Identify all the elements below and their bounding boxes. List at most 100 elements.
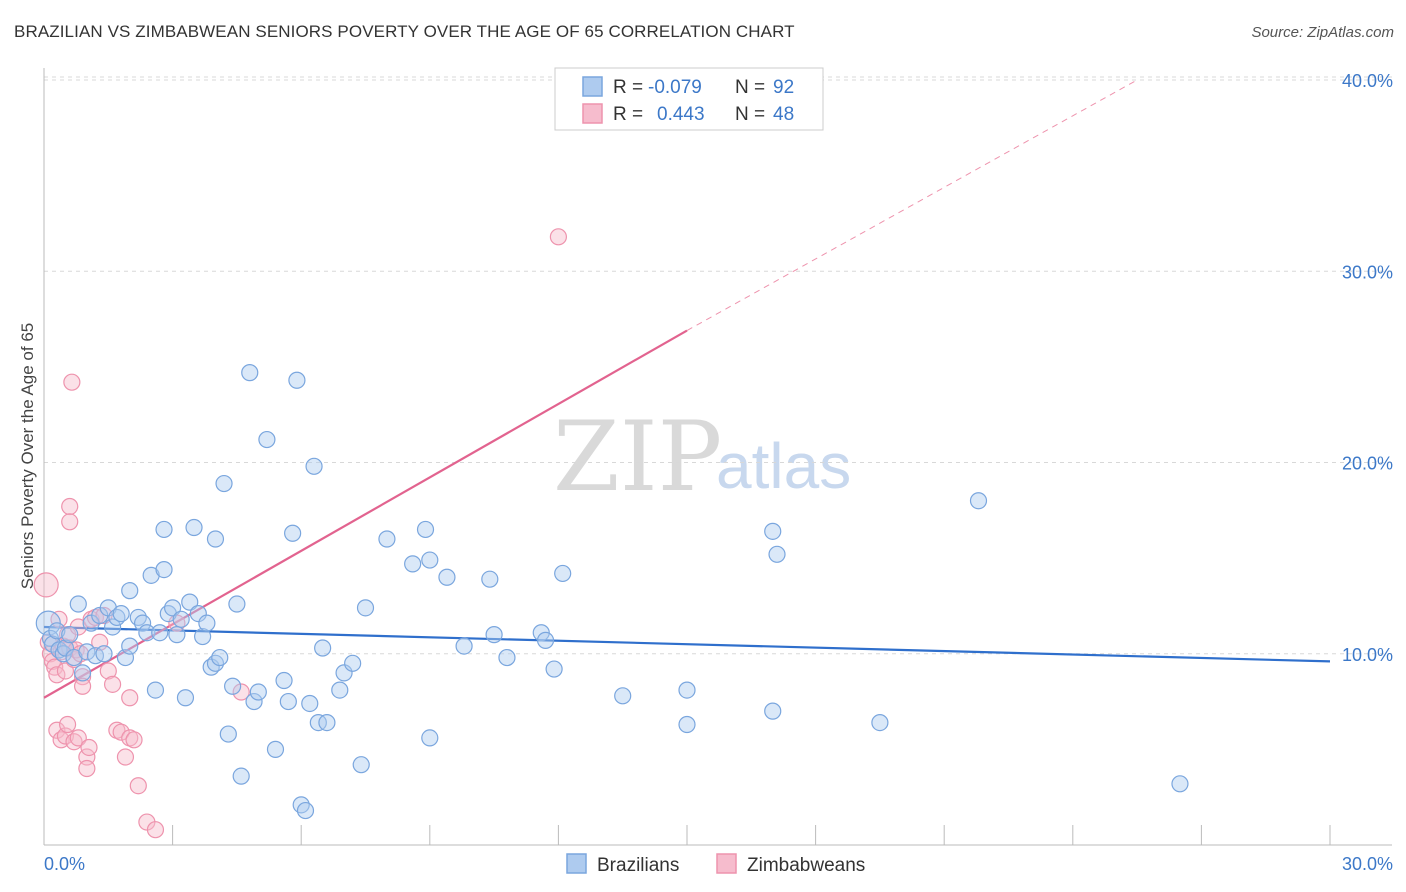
brazilians-point <box>194 627 212 646</box>
brazilians-point <box>356 599 375 617</box>
zimbabweans-point <box>146 821 165 839</box>
brazilians-point <box>95 645 113 663</box>
brazilians-point <box>176 689 195 707</box>
y-tick-label: 30.0% <box>1342 262 1393 282</box>
legend-r-label-2: R = <box>613 104 643 125</box>
brazilians-point <box>258 430 276 449</box>
brazilians-point <box>614 687 632 705</box>
brazilians-points <box>35 364 1189 820</box>
legend-swatch-zimbabweans <box>582 103 603 124</box>
brazilians-point <box>421 729 439 747</box>
brazilians-point <box>219 725 237 743</box>
brazilians-point <box>172 610 190 628</box>
zimbabweans-point <box>73 677 92 695</box>
brazilians-point <box>301 694 319 713</box>
bottom-legend-swatch-brazilians <box>566 853 587 874</box>
brazilians-point <box>438 568 456 586</box>
brazilians-point <box>206 530 225 548</box>
legend-swatch-brazilians <box>582 76 603 97</box>
x-tick-label: 0.0% <box>44 854 85 874</box>
brazilians-point <box>764 522 782 540</box>
brazilians-point <box>284 524 302 542</box>
legend-n-value-2: 48 <box>773 104 794 125</box>
bottom-legend: Brazilians Zimbabweans <box>566 853 865 876</box>
brazilians-point <box>168 626 186 644</box>
brazilians-point <box>121 582 139 600</box>
brazilians-point <box>103 618 122 636</box>
zimbabweans-point <box>48 666 66 684</box>
brazilians-point <box>314 639 332 657</box>
brazilians-point <box>155 560 173 579</box>
brazilians-point <box>279 692 297 711</box>
brazilians-point <box>378 530 396 548</box>
brazilians-point <box>138 624 156 642</box>
brazilians-point <box>151 624 169 642</box>
brazilians-point <box>73 664 92 682</box>
brazilians-point <box>498 648 516 667</box>
brazilians-point <box>211 648 229 667</box>
brazilians-point <box>678 681 696 699</box>
chart-title: BRAZILIAN VS ZIMBABWEAN SENIORS POVERTY … <box>14 22 795 41</box>
brazilians-point <box>241 364 259 382</box>
bottom-legend-brazilians: Brazilians <box>597 855 679 876</box>
zimbabweans-point <box>78 759 96 778</box>
brazilians-point <box>969 492 988 510</box>
zimbabweans-point <box>61 497 79 516</box>
trend-lines <box>43 79 1331 699</box>
brazilians-point <box>224 677 242 695</box>
zimbabweans-trend-extension <box>686 79 1138 331</box>
brazilians-point <box>1171 775 1189 793</box>
brazilians-point <box>249 683 267 701</box>
zimbabweans-point <box>58 715 77 734</box>
tick-labels: 10.0% 20.0% 30.0% 40.0% 0.0% 30.0% <box>44 71 1393 874</box>
y-tick-label: 20.0% <box>1342 454 1393 474</box>
brazilians-point <box>318 713 336 732</box>
brazilians-point <box>48 622 66 640</box>
brazilians-point <box>481 570 499 588</box>
y-axis-label: Seniors Poverty Over the Age of 65 <box>18 323 37 589</box>
zimbabweans-trend-line <box>43 329 688 699</box>
brazilians-point <box>232 767 250 785</box>
brazilians-point <box>198 614 216 632</box>
zimbabweans-point <box>99 662 117 680</box>
legend-r-value-1: -0.079 <box>648 77 702 98</box>
legend-n-value-1: 92 <box>773 77 794 98</box>
zimbabweans-point <box>232 683 250 701</box>
brazilians-point <box>181 593 199 611</box>
brazilians-point <box>43 635 62 653</box>
brazilians-point <box>228 595 246 613</box>
brazilians-point <box>189 604 207 623</box>
brazilians-point <box>215 474 233 493</box>
zimbabweans-point <box>80 738 98 757</box>
x-tick-label: 30.0% <box>1342 854 1393 874</box>
brazilians-point <box>536 631 555 649</box>
brazilians-trend-line <box>43 625 1331 663</box>
brazilians-point <box>768 545 786 563</box>
source-credit: Source: ZipAtlas.com <box>1251 24 1394 41</box>
watermark-zip: ZIP <box>553 401 722 513</box>
brazilians-point <box>335 664 353 682</box>
brazilians-point <box>296 801 315 820</box>
brazilians-point <box>404 555 422 573</box>
brazilians-point <box>61 626 79 644</box>
zimbabweans-point <box>125 731 143 749</box>
zimbabweans-point <box>112 723 130 741</box>
brazilians-point <box>352 756 370 774</box>
brazilians-point <box>305 457 323 475</box>
brazilians-point <box>245 692 263 711</box>
zimbabweans-point <box>69 729 87 747</box>
zimbabweans-point <box>56 662 75 680</box>
brazilians-point <box>545 660 563 678</box>
watermark-atlas: atlas <box>716 430 851 502</box>
brazilians-point <box>121 637 139 655</box>
brazilians-point <box>133 614 152 632</box>
brazilians-point <box>155 520 173 539</box>
brazilians-point <box>871 713 889 732</box>
brazilians-point <box>554 564 572 583</box>
brazilians-point <box>416 520 435 539</box>
legend-n-label-2: N = <box>735 104 765 125</box>
brazilians-point <box>288 371 306 389</box>
brazilians-point <box>69 595 87 613</box>
brazilians-point <box>764 702 782 720</box>
